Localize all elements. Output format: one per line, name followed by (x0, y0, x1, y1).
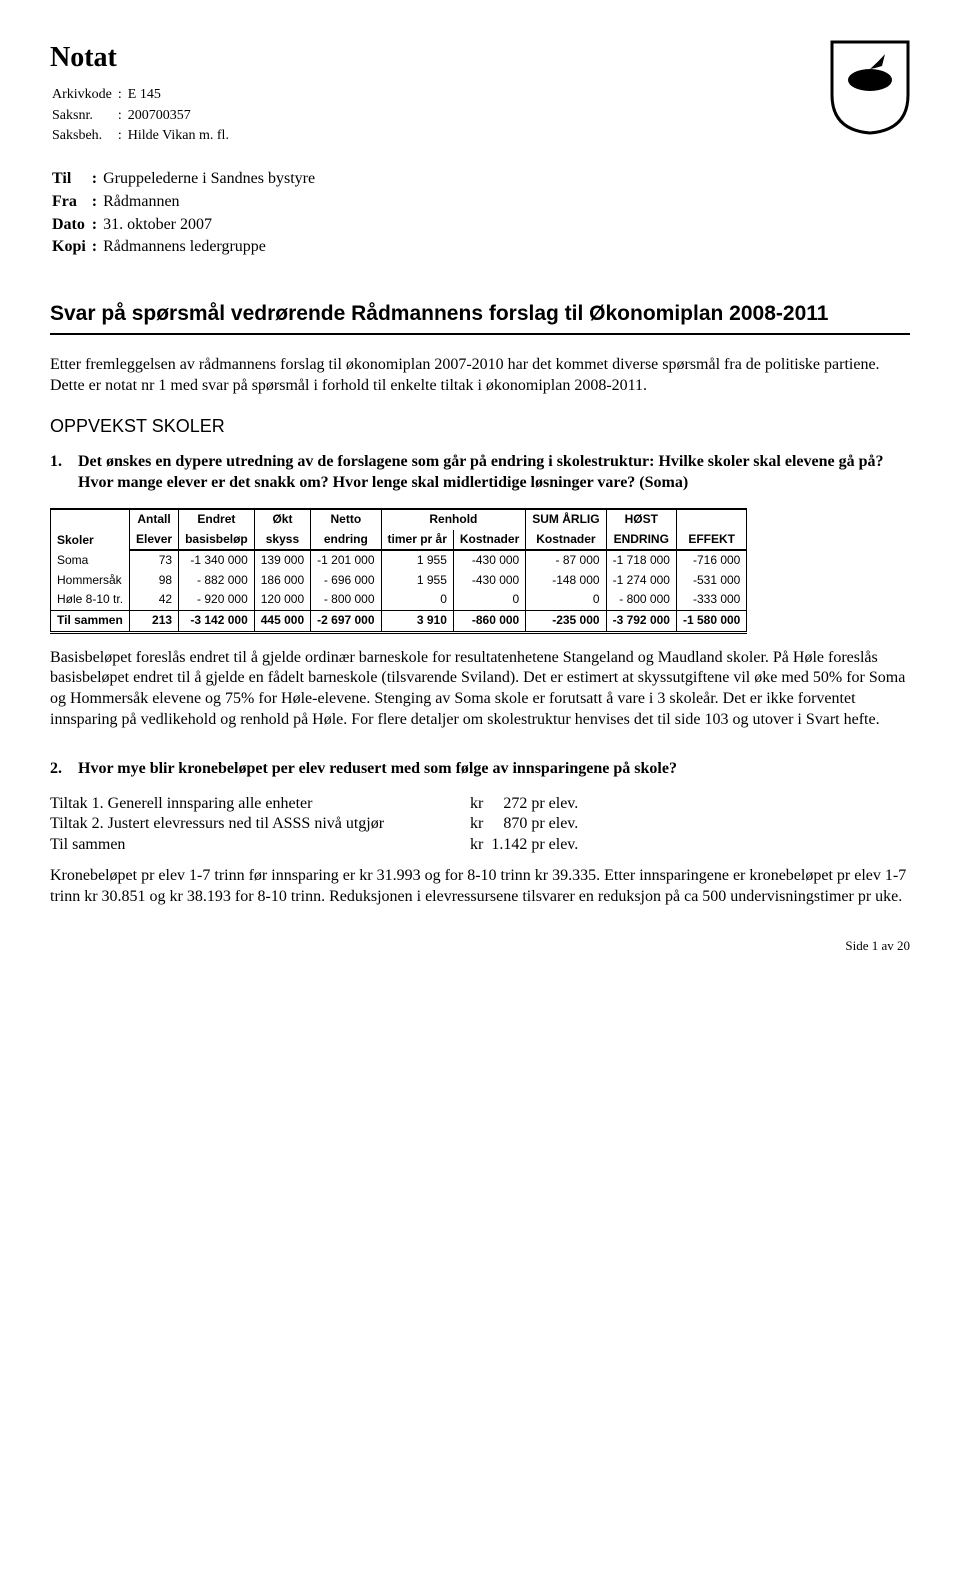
page-footer: Side 1 av 20 (50, 938, 910, 955)
table-row: Hommersåk 98- 882 000186 000- 696 0001 9… (51, 571, 747, 591)
recipient-block: Til:Gruppelederne i Sandnes bystyre Fra:… (50, 167, 321, 260)
paragraph-after-table: Basisbeløpet foreslås endret til å gjeld… (50, 648, 910, 731)
main-heading: Svar på spørsmål vedrørende Rådmannens f… (50, 300, 910, 327)
question-2: 2. Hvor mye blir kronebeløpet per elev r… (50, 759, 910, 780)
tiltak-block: Tiltak 1. Generell innsparing alle enhet… (50, 794, 910, 856)
final-paragraph: Kronebeløpet pr elev 1-7 trinn før innsp… (50, 866, 910, 908)
table-row: Soma 73-1 340 000139 000-1 201 0001 955-… (51, 550, 747, 571)
intro-paragraph: Etter fremleggelsen av rådmannens forsla… (50, 355, 910, 397)
document-header: Notat Arkivkode:E 145 Saksnr.:200700357 … (50, 40, 910, 147)
table-row: Høle 8-10 tr. 42- 920 000120 000- 800 00… (51, 590, 747, 610)
meta-table: Arkivkode:E 145 Saksnr.:200700357 Saksbe… (50, 84, 235, 147)
divider (50, 333, 910, 335)
logo-shield-icon (830, 40, 910, 142)
section-heading: OPPVEKST SKOLER (50, 415, 910, 438)
question-1: 1. Det ønskes en dypere utredning av de … (50, 452, 910, 494)
table-sum-row: Til sammen 213-3 142 000445 000-2 697 00… (51, 610, 747, 632)
page-title: Notat (50, 40, 235, 76)
data-table: Skoler Antall Endret Økt Netto Renhold S… (50, 508, 747, 634)
